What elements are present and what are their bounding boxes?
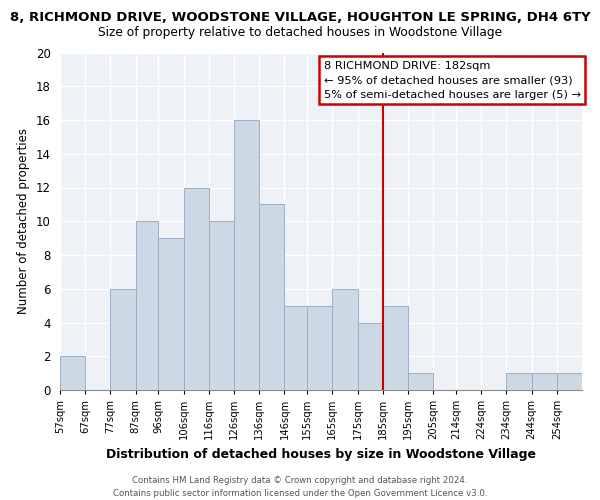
Bar xyxy=(383,306,408,390)
Bar xyxy=(209,221,234,390)
Bar xyxy=(158,238,184,390)
Bar xyxy=(184,188,209,390)
Text: Contains HM Land Registry data © Crown copyright and database right 2024.
Contai: Contains HM Land Registry data © Crown c… xyxy=(113,476,487,498)
Bar xyxy=(332,289,358,390)
Y-axis label: Number of detached properties: Number of detached properties xyxy=(17,128,31,314)
Bar xyxy=(408,373,433,390)
Text: Size of property relative to detached houses in Woodstone Village: Size of property relative to detached ho… xyxy=(98,26,502,39)
Bar xyxy=(506,373,532,390)
X-axis label: Distribution of detached houses by size in Woodstone Village: Distribution of detached houses by size … xyxy=(106,448,536,460)
Bar xyxy=(234,120,259,390)
Bar xyxy=(136,221,158,390)
Bar xyxy=(284,306,307,390)
Bar xyxy=(532,373,557,390)
Bar xyxy=(259,204,284,390)
Bar xyxy=(60,356,85,390)
Bar xyxy=(110,289,136,390)
Text: 8 RICHMOND DRIVE: 182sqm
← 95% of detached houses are smaller (93)
5% of semi-de: 8 RICHMOND DRIVE: 182sqm ← 95% of detach… xyxy=(323,61,581,100)
Text: 8, RICHMOND DRIVE, WOODSTONE VILLAGE, HOUGHTON LE SPRING, DH4 6TY: 8, RICHMOND DRIVE, WOODSTONE VILLAGE, HO… xyxy=(10,11,590,24)
Bar xyxy=(358,322,383,390)
Bar xyxy=(557,373,582,390)
Bar xyxy=(307,306,332,390)
